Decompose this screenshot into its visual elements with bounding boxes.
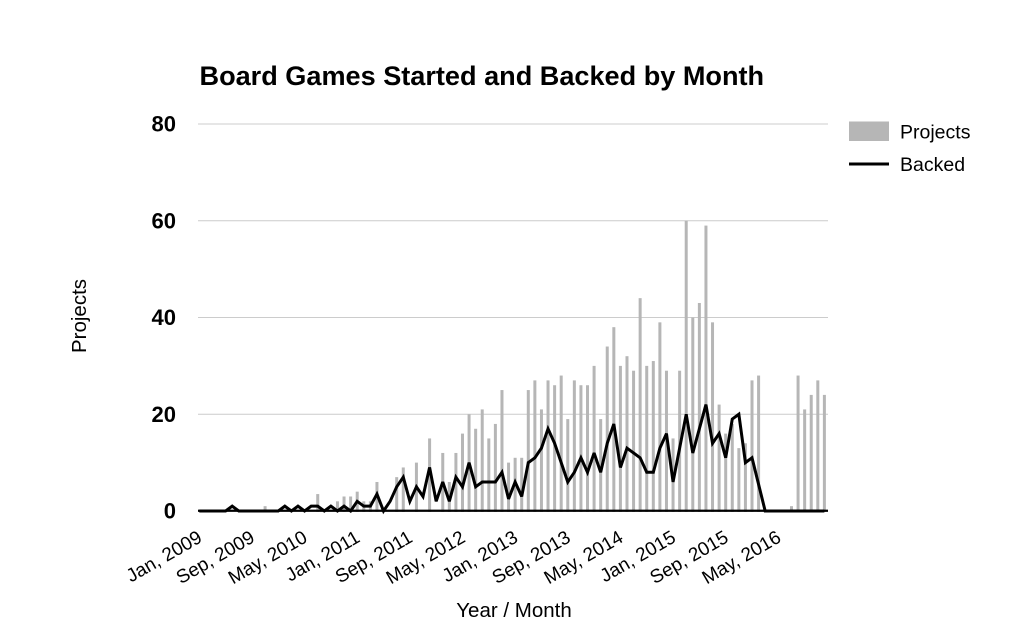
svg-text:Year / Month: Year / Month	[456, 599, 571, 622]
svg-text:20: 20	[152, 402, 176, 427]
svg-text:40: 40	[152, 305, 176, 330]
svg-text:60: 60	[152, 208, 176, 233]
svg-text:0: 0	[164, 499, 176, 524]
svg-text:80: 80	[152, 112, 176, 137]
svg-text:Projects: Projects	[68, 279, 91, 353]
svg-text:Board Games Started and Backed: Board Games Started and Backed by Month	[200, 60, 765, 91]
svg-text:Projects: Projects	[900, 122, 971, 144]
svg-text:Backed: Backed	[900, 154, 965, 176]
